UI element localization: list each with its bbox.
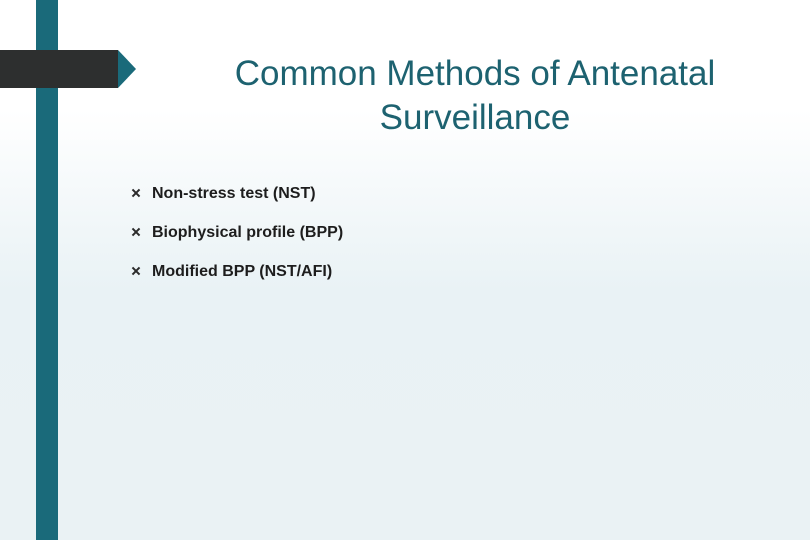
slide: Common Methods of Antenatal Surveillance… xyxy=(0,0,810,540)
title-tag-arrow-back xyxy=(105,50,119,88)
diamond-bullet-icon xyxy=(130,226,142,238)
bullet-text: Non-stress test (NST) xyxy=(152,184,316,205)
slide-title: Common Methods of Antenatal Surveillance xyxy=(170,52,780,140)
bullet-list: Non-stress test (NST) Biophysical profil… xyxy=(130,184,750,300)
diamond-bullet-icon xyxy=(130,265,142,277)
title-tag-arrow xyxy=(118,50,136,88)
diamond-bullet-icon xyxy=(130,187,142,199)
list-item: Non-stress test (NST) xyxy=(130,184,750,205)
list-item: Biophysical profile (BPP) xyxy=(130,223,750,244)
list-item: Modified BPP (NST/AFI) xyxy=(130,262,750,283)
bullet-text: Biophysical profile (BPP) xyxy=(152,223,343,244)
bullet-text: Modified BPP (NST/AFI) xyxy=(152,262,332,283)
title-tag-bar xyxy=(0,50,118,88)
